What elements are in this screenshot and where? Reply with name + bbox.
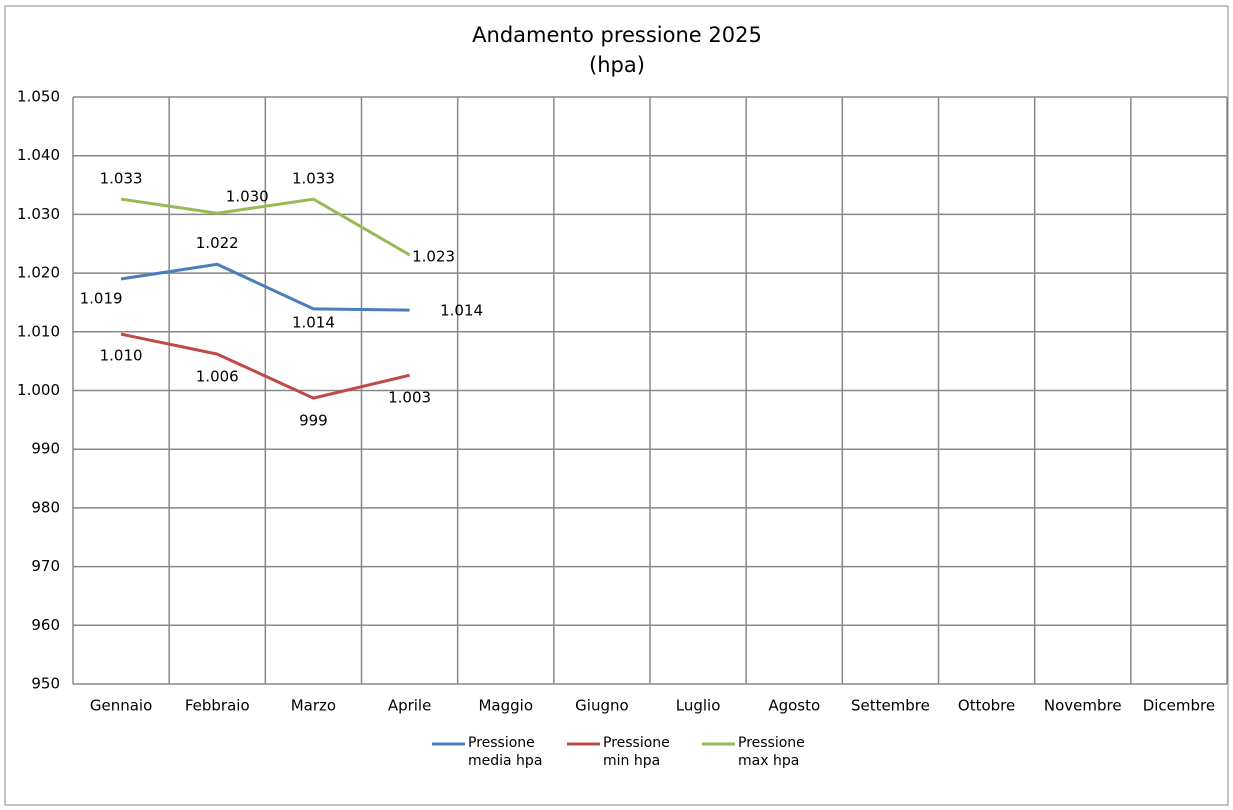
data-label: 1.023	[412, 247, 455, 265]
series-line	[120, 332, 410, 400]
legend-label: Pressione media hpa	[468, 735, 543, 769]
y-tick-label: 1.010	[17, 322, 60, 340]
x-tick-label: Novembre	[1044, 697, 1122, 715]
data-label: 1.010	[100, 347, 143, 365]
chart-subtitle: (hpa)	[589, 53, 645, 77]
x-tick-label: Ottobre	[958, 697, 1015, 715]
data-label: 1.022	[196, 234, 239, 252]
legend-label: Pressione min hpa	[603, 735, 670, 769]
data-label: 999	[299, 412, 328, 430]
x-tick-label: Maggio	[478, 697, 533, 715]
y-tick-label: 970	[31, 557, 60, 575]
chart-title: Andamento pressione 2025	[472, 23, 762, 47]
data-label: 1.030	[226, 188, 269, 206]
data-label: 1.014	[440, 302, 483, 320]
data-label: 1.033	[292, 170, 335, 188]
series-line	[120, 262, 410, 312]
x-tick-label: Dicembre	[1143, 697, 1215, 715]
chart-border	[4, 5, 1229, 806]
y-tick-label: 950	[31, 675, 60, 693]
y-tick-label: 980	[31, 498, 60, 516]
y-tick-label: 1.020	[17, 264, 60, 282]
series-line	[120, 197, 411, 257]
x-tick-label: Marzo	[291, 697, 336, 715]
y-tick-label: 1.040	[17, 146, 60, 164]
data-label: 1.019	[80, 289, 123, 307]
x-tick-label: Settembre	[851, 697, 930, 715]
legend-label: Pressione max hpa	[738, 735, 805, 769]
y-tick-label: 1.000	[17, 381, 60, 399]
x-tick-label: Gennaio	[90, 697, 152, 715]
y-tick-label: 1.050	[17, 88, 60, 106]
x-tick-label: Agosto	[768, 697, 820, 715]
x-tick-label: Febbraio	[185, 697, 250, 715]
x-tick-label: Giugno	[575, 697, 629, 715]
y-tick-label: 960	[31, 616, 60, 634]
data-label: 1.006	[196, 368, 239, 386]
data-label: 1.033	[100, 170, 143, 188]
x-tick-label: Aprile	[388, 697, 432, 715]
y-tick-label: 990	[31, 440, 60, 458]
data-label: 1.014	[292, 313, 335, 331]
y-tick-label: 1.030	[17, 205, 60, 223]
data-label: 1.003	[388, 389, 431, 407]
x-tick-label: Luglio	[676, 697, 721, 715]
